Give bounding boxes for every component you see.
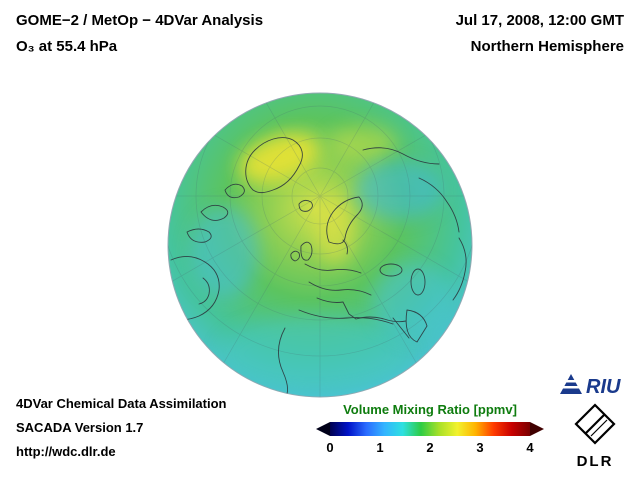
riu-logo: RIU [558, 370, 622, 403]
colorbar [316, 422, 558, 436]
plot-subtitle: O₃ at 55.4 hPa [16, 38, 118, 55]
colorbar-gradient [330, 422, 530, 436]
header-left: GOME−2 / MetOp − 4DVar Analysis O₃ at 55… [16, 12, 263, 55]
dlr-emblem-icon [574, 403, 616, 445]
colorbar-title: Volume Mixing Ratio [ppmv] [343, 402, 517, 417]
globe-svg [167, 92, 473, 398]
colorbar-block: Volume Mixing Ratio [ppmv] 0 1 2 3 4 [316, 402, 558, 456]
dlr-logo-text: DLR [576, 453, 614, 470]
globe-map [167, 92, 473, 398]
riu-logo-text: RIU [586, 376, 621, 398]
colorbar-tick-1: 1 [376, 440, 384, 455]
coastlines [170, 137, 467, 397]
colorbar-tick-0: 0 [326, 440, 334, 455]
header-right: Jul 17, 2008, 12:00 GMT Northern Hemisph… [456, 12, 624, 55]
colorbar-tick-2: 2 [426, 440, 434, 455]
colorbar-left-arrow [316, 422, 330, 436]
colorbar-ticks: 0 1 2 3 4 [316, 440, 558, 456]
credit-line-2: SACADA Version 1.7 [16, 420, 144, 435]
plot-date: Jul 17, 2008, 12:00 GMT [455, 12, 624, 29]
graticule [168, 93, 472, 397]
colorbar-tick-4: 4 [526, 440, 534, 455]
dlr-logo: DLR [570, 402, 620, 470]
plot-region: Northern Hemisphere [470, 38, 624, 55]
colorbar-right-arrow [530, 422, 544, 436]
plot-title: GOME−2 / MetOp − 4DVar Analysis [16, 12, 264, 29]
credit-url: http://wdc.dlr.de [16, 444, 116, 459]
colorbar-tick-3: 3 [476, 440, 484, 455]
ozone-field-blobs [191, 126, 453, 392]
footer-credits: 4DVar Chemical Data Assimilation SACADA … [16, 396, 227, 468]
credit-line-1: 4DVar Chemical Data Assimilation [16, 396, 227, 411]
